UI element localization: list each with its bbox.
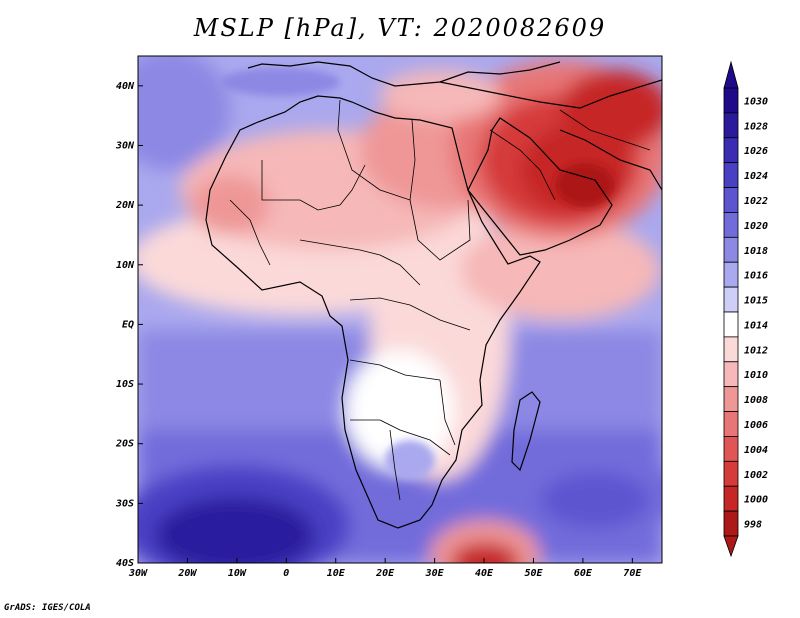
map-title: MSLP [hPa], VT: 2020082609 (193, 14, 607, 42)
y-tick-label: 20S (115, 439, 134, 450)
x-tick-label: 20E (375, 568, 395, 579)
colorbar-label: 1018 (744, 246, 768, 257)
colorbar-label: 1016 (744, 271, 768, 282)
colorbar-swatch (723, 336, 739, 363)
colorbar-swatch (723, 436, 739, 462)
y-tick-label: 40N (116, 81, 135, 92)
colorbar-label: 1028 (744, 121, 768, 132)
y-axis: 40N 30N 20N 10N EQ 10S 20S 30S 40S (115, 81, 143, 569)
x-tick-label: 40E (475, 568, 494, 579)
colorbar-label: 1015 (744, 296, 768, 307)
x-tick-label: 70E (623, 568, 642, 579)
colorbar-swatch (723, 286, 739, 313)
colorbar-label: 1010 (744, 370, 768, 381)
colorbar-swatch (723, 411, 739, 437)
colorbar-label: 1020 (744, 221, 768, 232)
colorbar-label: 1002 (744, 470, 768, 481)
colorbar-label: 1024 (744, 171, 768, 182)
colorbar-label: 1026 (744, 146, 768, 157)
x-tick-label: 0 (283, 568, 289, 579)
colorbar-swatch (723, 137, 739, 164)
colorbar-label: 1006 (744, 420, 768, 431)
colorbar-label: 1014 (744, 320, 768, 331)
colorbar: 1030 1028 1026 1024 1022 1020 1018 1016 1015 1014… (723, 60, 768, 558)
y-tick-label: 30S (115, 498, 134, 509)
colorbar-label: 1004 (744, 445, 768, 456)
x-tick-label: 10E (327, 568, 346, 579)
colorbar-swatch (723, 212, 739, 238)
x-axis: 30W 20W 10W 0 10E 20E 30E 40E 50E 60E 70E (128, 558, 642, 579)
colorbar-bottom-arrow (723, 535, 739, 558)
y-tick-label: 10N (116, 260, 135, 271)
colorbar-swatch (723, 261, 739, 288)
colorbar-swatch (723, 510, 739, 537)
colorbar-swatch (723, 311, 739, 338)
country-borders (229, 99, 651, 501)
x-tick-label: 60E (574, 568, 593, 579)
colorbar-swatch (723, 187, 739, 213)
colorbar-swatch (723, 112, 739, 139)
colorbar-swatch (723, 485, 739, 512)
colorbar-label: 1000 (744, 495, 768, 506)
colorbar-swatch (723, 162, 739, 188)
x-tick-label: 10W (228, 568, 247, 579)
colorbar-label: 1012 (744, 345, 768, 356)
x-tick-label: 30W (128, 568, 148, 579)
plot-frame (137, 55, 663, 564)
y-tick-label: EQ (122, 319, 134, 330)
y-tick-label: 10S (116, 379, 134, 390)
colorbar-swatch (723, 87, 739, 114)
colorbar-label: 1022 (744, 196, 768, 207)
colorbar-label: 998 (744, 520, 762, 531)
colorbar-swatch (723, 236, 739, 263)
x-tick-label: 50E (524, 568, 543, 579)
pressure-field (138, 56, 662, 563)
colorbar-swatch (723, 460, 739, 487)
y-tick-label: 30N (115, 140, 135, 151)
colorbar-label: 1008 (744, 395, 768, 406)
colorbar-swatch (723, 361, 739, 388)
y-tick-label: 20N (115, 200, 135, 211)
coastlines (205, 61, 662, 529)
y-tick-label: 40S (116, 558, 134, 569)
colorbar-label: 1030 (744, 96, 768, 107)
x-tick-label: 30E (425, 568, 445, 579)
x-tick-label: 20W (177, 568, 197, 579)
colorbar-swatch (723, 386, 739, 412)
grads-credit: GrADS: IGES/COLA (4, 603, 91, 613)
colorbar-top-arrow (723, 60, 739, 89)
